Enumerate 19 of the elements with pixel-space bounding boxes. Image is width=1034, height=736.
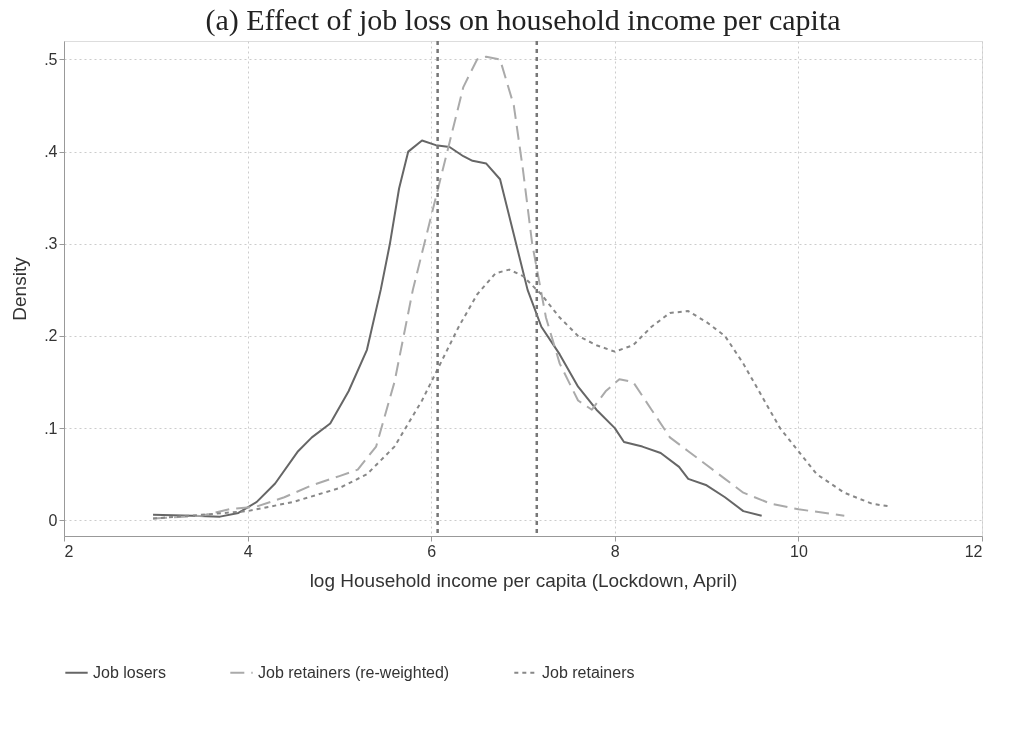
- line-series: [152, 139, 763, 518]
- chart-title: (a) Effect of job loss on household income per capita: [205, 2, 841, 37]
- y-tick-label: .4: [44, 143, 58, 161]
- x-tick-label: 6: [427, 542, 437, 560]
- x-tick-label: 12: [964, 542, 983, 560]
- legend-label: Job losers: [93, 663, 166, 681]
- x-tick-label: 4: [243, 542, 253, 560]
- y-axis-title: Density: [9, 256, 31, 321]
- y-tick-label: 0: [48, 511, 58, 529]
- x-tick-label: 10: [790, 542, 808, 560]
- y-tick-label: .3: [44, 235, 58, 253]
- legend-label: Job retainers (re-weighted): [258, 663, 450, 681]
- x-axis-title: log Household income per capita (Lockdown, April): [309, 569, 738, 591]
- y-tick-label: .1: [44, 419, 58, 437]
- x-tick-label: 2: [64, 542, 74, 560]
- y-tick-label: .2: [44, 327, 58, 345]
- legend-label: Job retainers: [542, 663, 635, 681]
- y-tick-label: .5: [44, 50, 58, 68]
- x-tick-label: 8: [610, 542, 620, 560]
